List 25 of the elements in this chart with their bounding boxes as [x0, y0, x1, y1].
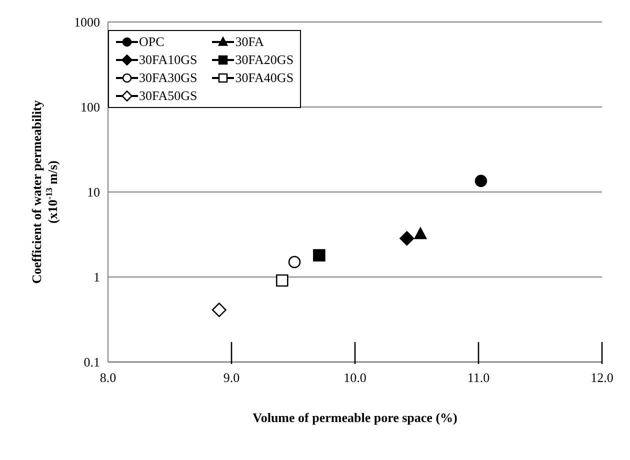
- y-tick-label: 10: [87, 184, 100, 200]
- legend-label: 30FA40GS: [235, 70, 294, 86]
- legend-label: 30FA10GS: [139, 52, 198, 68]
- legend-label: 30FA50GS: [139, 88, 198, 104]
- y-tick-label: 0.1: [84, 354, 100, 370]
- legend-label: 30FA20GS: [235, 52, 294, 68]
- point: [313, 249, 326, 262]
- point: [400, 231, 414, 246]
- point: [212, 302, 226, 318]
- x-tick-label: 11.0: [467, 370, 490, 385]
- y-tick-label: 1000: [74, 14, 100, 30]
- x-tick-label: 9.0: [223, 370, 240, 385]
- point: [414, 227, 427, 240]
- legend-label: 30FA: [235, 34, 264, 50]
- x-tick-label: 10.0: [344, 370, 366, 385]
- point: [276, 274, 288, 287]
- x-axis-title: Volume of permeable pore space (%): [252, 410, 458, 425]
- point: [288, 256, 301, 268]
- x-tick-label: 8.0: [100, 370, 116, 385]
- legend-label: 30FA30GS: [139, 70, 198, 86]
- y-tick-label: 1: [94, 270, 100, 285]
- legend-label: OPC: [139, 34, 164, 50]
- x-tick-label: 12.0: [590, 370, 614, 385]
- y-tick-label: 100: [80, 100, 100, 115]
- point: [474, 174, 488, 188]
